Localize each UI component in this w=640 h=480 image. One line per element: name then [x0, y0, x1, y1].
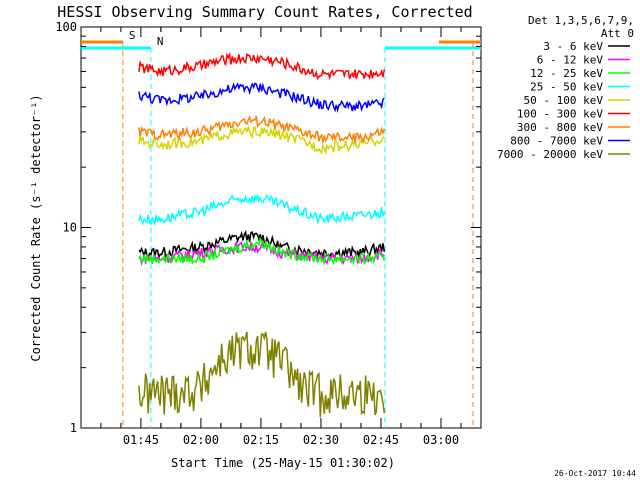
legend-header-line-2: Att 0: [601, 27, 634, 40]
chart-title: HESSI Observing Summary Count Rates, Cor…: [57, 3, 472, 21]
series-line-50-100-kev: [138, 124, 385, 156]
legend-label-800-7000-kev: 800 - 7000 keV: [510, 135, 603, 148]
legend-label-100-300-kev: 100 - 300 keV: [517, 108, 603, 121]
x-tick-label: 01:45: [123, 433, 159, 447]
legend-label-12-25-kev: 12 - 25 keV: [530, 67, 603, 80]
legend-label-25-50-kev: 25 - 50 keV: [530, 81, 603, 94]
series-line-100-300-kev: [138, 51, 386, 81]
flag-label-s: S: [129, 29, 136, 42]
y-tick-label: 100: [55, 20, 77, 34]
legend-label-6-12-kev: 6 - 12 keV: [537, 54, 604, 67]
x-tick-label: 02:45: [363, 433, 399, 447]
legend-label-50-100-kev: 50 - 100 keV: [524, 94, 604, 107]
series-line-800-7000-kev: [138, 82, 385, 114]
x-axis-label: Start Time (25-May-15 01:30:02): [171, 456, 395, 470]
flag-label-n: N: [157, 35, 164, 48]
y-tick-label: 10: [63, 221, 77, 235]
y-tick-label: 1: [70, 421, 77, 435]
x-tick-label: 02:30: [303, 433, 339, 447]
x-tick-label: 02:15: [243, 433, 279, 447]
y-axis-label: Corrected Count Rate (s⁻¹ detector⁻¹): [29, 94, 43, 361]
series-line-300-800-kev: [138, 114, 386, 145]
x-tick-label: 02:00: [183, 433, 219, 447]
x-tick-label: 03:00: [423, 433, 459, 447]
series-layer: [138, 51, 386, 418]
footer-date: 26-Oct-2017 10:44: [554, 469, 636, 478]
series-line-12-25-kev: [138, 237, 386, 267]
legend-label-3-6-kev: 3 - 6 keV: [543, 40, 603, 53]
legend-label-7000-20000-kev: 7000 - 20000 keV: [497, 148, 603, 161]
legend-header-line-1: Det 1,3,5,6,7,9,: [528, 14, 634, 27]
series-line-7000-20000-kev: [138, 331, 386, 418]
series-line-25-50-kev: [138, 193, 385, 227]
axis-ticks: 1 10 100 01:45 02:00 02:15 02:30 02:45 03:00: [55, 20, 481, 447]
legend-label-300-800-kev: 300 - 800 keV: [517, 121, 603, 134]
